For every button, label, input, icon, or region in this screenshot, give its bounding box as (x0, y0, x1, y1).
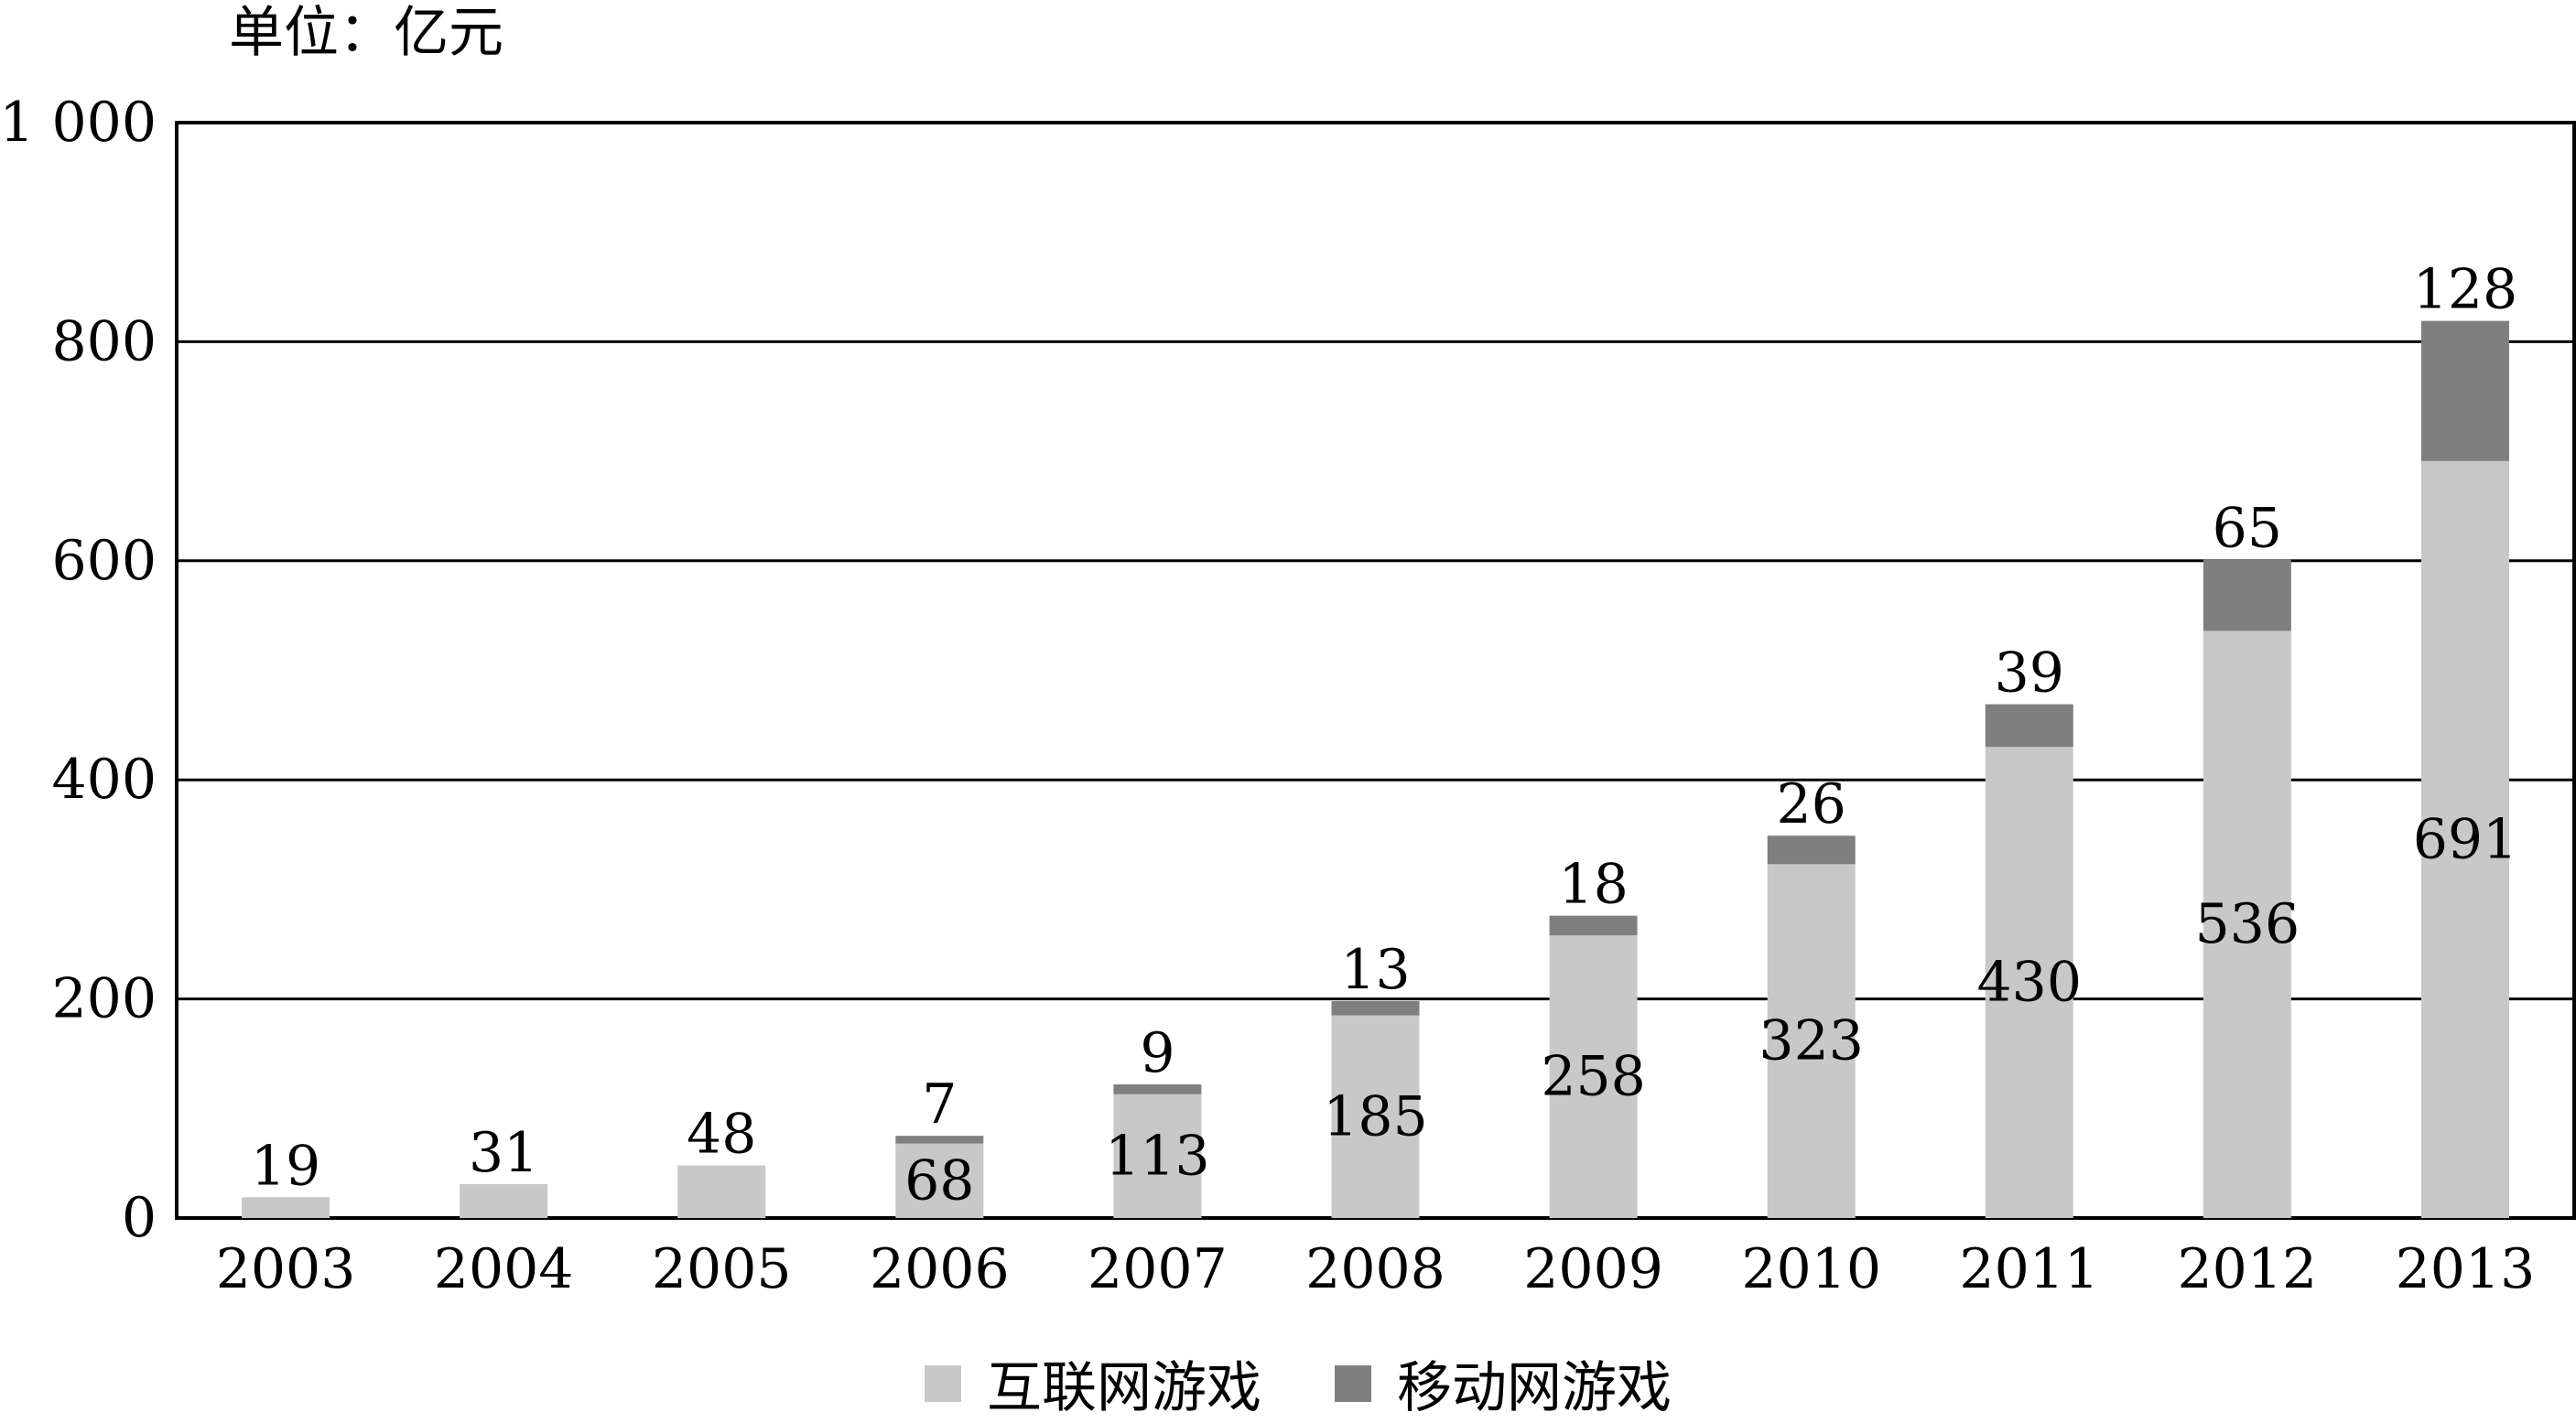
data-label-internet-2007: 113 (1105, 1124, 1210, 1188)
data-label-mobile-2008: 13 (1340, 938, 1410, 1002)
data-label-internet-2010: 323 (1759, 1009, 1864, 1073)
data-label-internet-2005: 48 (687, 1103, 756, 1167)
y-tick-label-800: 800 (51, 309, 157, 373)
data-label-internet-2008: 185 (1323, 1084, 1428, 1148)
data-label-mobile-2013: 128 (2413, 258, 2518, 322)
label-layer: 0 200 400 600 800 1 000 2003 19 2004 31 2005 48 2006… (0, 91, 2535, 1301)
x-tick-label-2006: 2006 (870, 1237, 1010, 1301)
bar-mobile-2006 (895, 1136, 984, 1144)
legend-item-internet: 互联网游戏 (925, 1343, 1261, 1423)
data-label-internet-2012: 536 (2195, 892, 2300, 956)
x-tick-label-2007: 2007 (1088, 1237, 1228, 1301)
data-label-mobile-2009: 18 (1558, 853, 1628, 917)
x-tick-label-2008: 2008 (1305, 1237, 1445, 1301)
bar-internet-2008 (1331, 1015, 1420, 1218)
data-label-internet-2003: 19 (251, 1134, 320, 1198)
data-label-mobile-2011: 39 (1995, 641, 2064, 706)
bar-internet-2006 (895, 1143, 984, 1218)
data-label-mobile-2010: 26 (1777, 772, 1846, 836)
bar-layer (242, 320, 2509, 1218)
bar-internet-2005 (677, 1165, 766, 1218)
x-tick-label-2003: 2003 (216, 1237, 356, 1301)
bar-mobile-2008 (1331, 1000, 1420, 1016)
unit-label: 单位：亿元 (229, 1, 503, 65)
data-label-mobile-2007: 9 (1140, 1021, 1174, 1085)
y-tick-label-200: 200 (51, 967, 157, 1031)
bar-mobile-2010 (1767, 835, 1856, 865)
data-label-internet-2011: 430 (1977, 951, 2083, 1015)
bar-internet-2003 (242, 1197, 330, 1218)
data-label-mobile-2012: 65 (2213, 497, 2282, 561)
bar-internet-2010 (1767, 864, 1856, 1218)
x-tick-label-2010: 2010 (1741, 1237, 1881, 1301)
bar-internet-2011 (1985, 747, 2073, 1218)
data-label-mobile-2006: 7 (922, 1073, 957, 1137)
x-tick-label-2005: 2005 (652, 1237, 792, 1301)
data-label-internet-2009: 258 (1541, 1045, 1646, 1109)
legend-swatch-internet (925, 1364, 961, 1402)
data-label-internet-2013: 691 (2413, 807, 2518, 871)
legend: 互联网游戏 移动网游戏 (925, 1343, 1745, 1423)
bar-mobile-2009 (1549, 915, 1638, 936)
legend-item-mobile: 移动网游戏 (1335, 1343, 1672, 1423)
x-tick-label-2009: 2009 (1523, 1237, 1663, 1301)
data-label-internet-2004: 31 (469, 1121, 538, 1185)
legend-label-internet: 互联网游戏 (987, 1356, 1261, 1420)
y-tick-label-1000: 1 000 (0, 91, 157, 155)
x-tick-label-2013: 2013 (2396, 1237, 2536, 1301)
bar-internet-2012 (2203, 631, 2291, 1218)
bar-internet-2004 (460, 1183, 548, 1218)
bar-mobile-2007 (1113, 1083, 1202, 1094)
bar-mobile-2011 (1985, 704, 2073, 748)
bar-mobile-2012 (2203, 559, 2291, 631)
x-tick-label-2004: 2004 (434, 1237, 574, 1301)
y-tick-label-600: 600 (51, 529, 157, 593)
bar-internet-2009 (1549, 935, 1638, 1218)
x-tick-label-2012: 2012 (2178, 1237, 2318, 1301)
bar-mobile-2013 (2420, 320, 2509, 461)
legend-label-mobile: 移动网游戏 (1397, 1356, 1672, 1420)
bar-internet-2007 (1113, 1094, 1202, 1218)
grid-layer (177, 340, 2574, 1001)
bar-internet-2013 (2420, 460, 2509, 1218)
y-tick-label-0: 0 (122, 1186, 157, 1250)
x-tick-label-2011: 2011 (1959, 1237, 2099, 1301)
legend-swatch-mobile (1335, 1364, 1371, 1402)
y-tick-label-400: 400 (51, 748, 157, 812)
data-label-internet-2006: 68 (904, 1148, 974, 1213)
